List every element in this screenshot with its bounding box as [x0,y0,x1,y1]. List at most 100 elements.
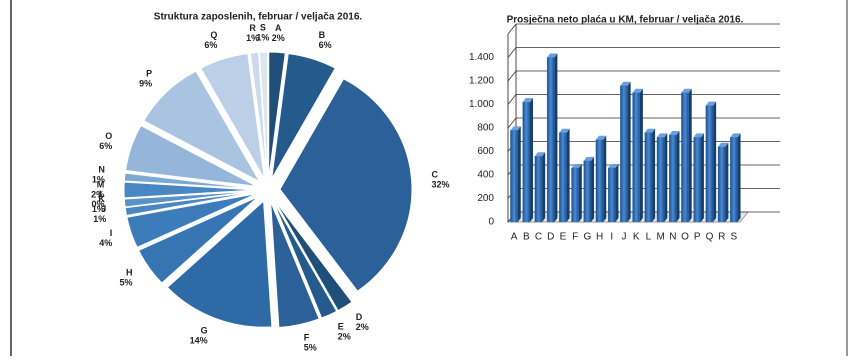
x-tick-label: E [560,232,567,243]
bar-side [725,142,729,222]
bar-side [615,163,619,222]
bar [583,160,592,223]
bar-top [534,152,546,157]
bar [632,92,641,223]
grid-line [507,47,780,58]
bar-top [669,131,680,136]
bar [571,167,579,223]
slice-value-label: 2% [272,33,285,43]
grid-line [507,70,780,82]
bar [644,132,653,223]
pie-slice [137,196,259,284]
bar-side [517,126,521,222]
bar [620,85,628,223]
pie-slice [123,172,257,190]
slice-label: H [126,268,133,278]
bar [546,57,555,223]
slice-value-label: 2% [356,322,369,332]
bar [693,137,702,223]
slice-label: R [249,23,256,33]
bar-top [510,126,521,131]
x-tick-label: H [596,232,603,243]
x-tick-label: O [681,232,689,243]
slice-value-label: 2% [338,331,351,341]
bar-side [554,53,558,222]
y-tick-label: 600 [477,146,494,157]
bar-top [608,163,619,168]
bar-top [547,53,558,58]
slice-label: J [101,204,106,214]
bar-top [571,163,582,168]
x-tick-label: I [610,232,613,243]
bar-side [688,88,692,222]
slice-value-label: 9% [139,78,152,88]
grid-line [507,23,780,35]
bar-side [603,135,607,222]
pie-slice [124,191,257,217]
pie-slice [272,200,338,319]
slice-label: C [431,170,438,180]
slice-label: E [338,321,344,331]
slice-value-label: 32% [431,180,449,190]
x-tick-label: Q [706,232,714,243]
slice-label: K [98,194,105,204]
bar [681,92,689,223]
pie-slice [125,124,257,187]
x-tick-label: S [731,232,738,243]
bar-side [639,88,643,222]
slice-label: S [260,23,266,33]
slice-label: P [146,68,152,78]
slice-value-label: 5% [304,342,317,352]
x-tick-label: F [572,232,578,243]
bar-top [583,156,595,161]
bar-top [681,88,692,93]
chart-title: Struktura zaposlenih, februar / veljača … [154,12,363,23]
pie-slice [249,51,268,179]
slice-value-label: 6% [204,40,217,50]
slice-value-label: 4% [99,238,112,248]
bar-top [644,128,656,133]
slice-label: A [275,23,282,33]
slice-value-label: 5% [120,278,133,288]
x-tick-label: P [694,232,701,243]
bar-side [652,128,656,222]
slice-value-label: 1% [92,204,105,214]
pie-slice [143,70,261,183]
x-tick-label: R [718,232,725,243]
bar-side [737,133,741,222]
pie-slice [166,200,273,328]
y-tick-label: 1.400 [469,52,494,63]
bar [705,105,714,223]
slice-value-label: 2% [91,189,104,199]
bar-top [693,133,704,138]
chart-title: Prosječna neto plaća u KM, februar / vel… [507,15,744,26]
bar [510,130,518,223]
pie-slice [273,199,353,312]
bar [717,146,726,223]
x-tick-label: J [622,232,627,243]
slice-value-label: 6% [319,40,332,50]
bar [559,132,567,223]
bar [534,156,543,223]
slice-label: Q [210,30,217,40]
bar-side [627,81,631,222]
x-tick-label: D [547,232,554,243]
bar-top [730,133,741,138]
bar-side [676,131,680,222]
bar-side [529,98,533,222]
bar-side [578,163,582,222]
bar-top [559,128,570,133]
y-tick-label: 1.200 [469,76,494,87]
pie-slice [258,51,269,179]
pie-slice [200,53,265,179]
y-tick-label: 200 [477,193,494,204]
slice-label: B [319,30,326,40]
bar-side [700,133,704,222]
pie-slice [268,51,286,179]
slice-value-label: 6% [99,141,112,151]
x-tick-label: K [633,232,640,243]
bar-top [718,142,729,147]
slice-label: I [110,228,113,238]
